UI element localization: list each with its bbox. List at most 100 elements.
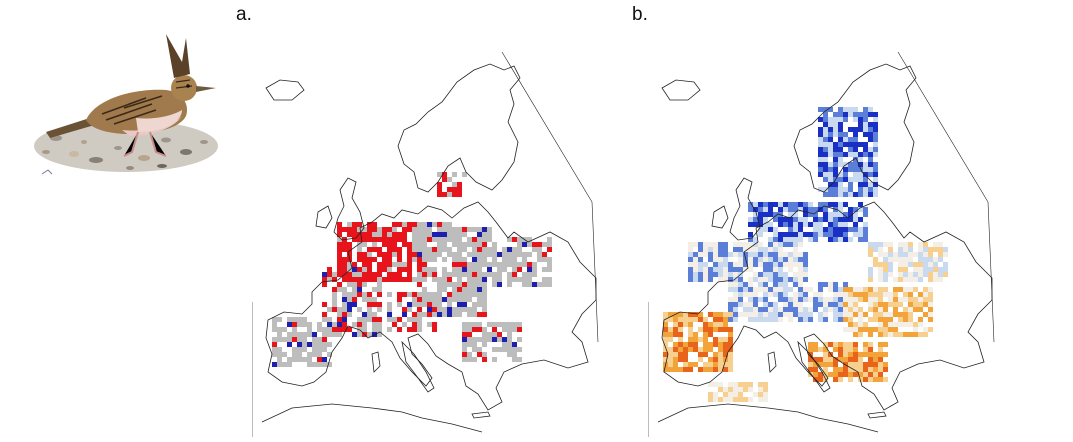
grid-cell <box>708 277 713 282</box>
grid-cell <box>337 312 342 317</box>
grid-cell <box>272 352 277 357</box>
grid-cell <box>848 377 853 382</box>
grid-cell <box>803 317 808 322</box>
grid-cell <box>773 312 778 317</box>
grid-cell <box>743 382 748 387</box>
grid-cell <box>467 352 472 357</box>
grid-cell <box>758 202 763 207</box>
grid-cell <box>407 267 412 272</box>
grid-cell <box>868 192 873 197</box>
grid-cell <box>763 277 768 282</box>
grid-cell <box>367 252 372 257</box>
grid-cell <box>708 397 713 402</box>
grid-cell <box>517 322 522 327</box>
grid-cell <box>873 257 878 262</box>
grid-cell <box>928 277 933 282</box>
grid-cell <box>858 177 863 182</box>
grid-cell <box>918 332 923 337</box>
grid-cell <box>803 262 808 267</box>
grid-cell <box>823 142 828 147</box>
grid-cell <box>738 292 743 297</box>
grid-cell <box>813 367 818 372</box>
grid-cell <box>347 302 352 307</box>
grid-cell <box>337 307 342 312</box>
grid-cell <box>823 152 828 157</box>
grid-cell <box>823 122 828 127</box>
grid-cell <box>322 272 327 277</box>
grid-cell <box>918 267 923 272</box>
grid-cell <box>422 297 427 302</box>
grid-cell <box>297 352 302 357</box>
grid-cell <box>342 327 347 332</box>
grid-cell <box>372 247 377 252</box>
grid-cell <box>402 232 407 237</box>
grid-cell <box>838 342 843 347</box>
grid-cell <box>773 287 778 292</box>
grid-cell <box>487 227 492 232</box>
grid-cell <box>337 247 342 252</box>
grid-cell <box>843 222 848 227</box>
head-shape <box>171 75 197 101</box>
grid-cell <box>467 282 472 287</box>
grid-cell <box>467 287 472 292</box>
grid-cell <box>442 312 447 317</box>
grid-cell <box>833 172 838 177</box>
grid-cell <box>883 292 888 297</box>
grid-cell <box>798 292 803 297</box>
grid-cell <box>457 232 462 237</box>
grid-cell <box>497 332 502 337</box>
grid-cell <box>928 327 933 332</box>
grid-cell <box>372 327 377 332</box>
grid-cell <box>392 237 397 242</box>
grid-cell <box>357 332 362 337</box>
grid-cell <box>387 227 392 232</box>
grid-cell <box>898 332 903 337</box>
grid-cell <box>748 247 753 252</box>
grid-cell <box>823 362 828 367</box>
grid-cell <box>808 362 813 367</box>
grid-cell <box>277 362 282 367</box>
grid-cell <box>768 262 773 267</box>
grid-cell <box>873 357 878 362</box>
grid-cell <box>392 247 397 252</box>
grid-cell <box>402 322 407 327</box>
grid-cell <box>813 347 818 352</box>
grid-cell <box>678 322 683 327</box>
grid-cell <box>768 227 773 232</box>
grid-cell <box>342 322 347 327</box>
grid-cell <box>477 252 482 257</box>
grid-cell <box>828 352 833 357</box>
grid-cell <box>913 297 918 302</box>
grid-cell <box>793 222 798 227</box>
grid-cell <box>482 287 487 292</box>
grid-cell <box>833 372 838 377</box>
grid-cell <box>903 277 908 282</box>
grid-cell <box>878 332 883 337</box>
grid-cell <box>798 232 803 237</box>
grid-cell <box>873 117 878 122</box>
grid-cell <box>708 342 713 347</box>
grid-cell <box>883 262 888 267</box>
grid-cell <box>352 297 357 302</box>
grid-cell <box>778 282 783 287</box>
grid-cell <box>377 322 382 327</box>
grid-cell <box>828 147 833 152</box>
grid-cell <box>362 277 367 282</box>
grid-cell <box>843 327 848 332</box>
grid-cell <box>743 247 748 252</box>
grid-cell <box>497 277 502 282</box>
grid-cell <box>527 277 532 282</box>
grid-cell <box>723 342 728 347</box>
grid-cell <box>432 312 437 317</box>
grid-cell <box>427 302 432 307</box>
grid-cell <box>512 272 517 277</box>
grid-cell <box>918 277 923 282</box>
grid-cell <box>663 312 668 317</box>
grid-cell <box>462 342 467 347</box>
grid-cell <box>718 397 723 402</box>
grid-cell <box>422 237 427 242</box>
grid-cell <box>693 337 698 342</box>
grid-cell <box>437 302 442 307</box>
grid-cell <box>457 262 462 267</box>
grid-cell <box>863 127 868 132</box>
